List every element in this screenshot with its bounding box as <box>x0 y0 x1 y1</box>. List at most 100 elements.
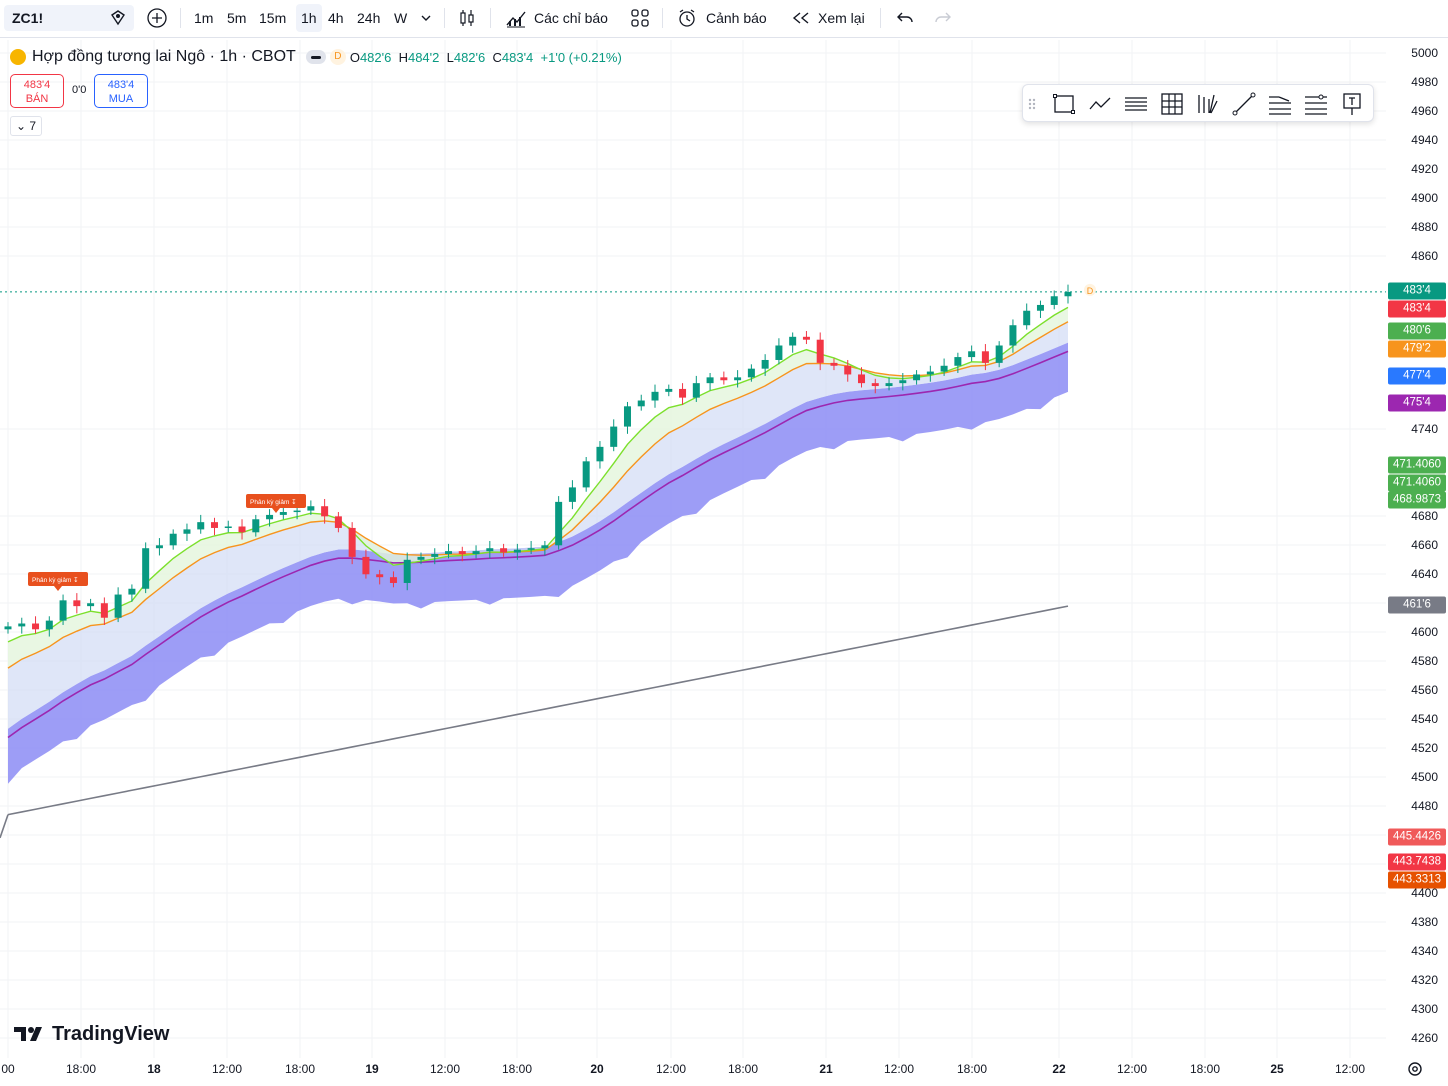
price-label-tag: 480'6 <box>1388 322 1446 340</box>
time-tick: 18:00 <box>65 1062 97 1076</box>
price-label-tag: 468.9873 <box>1388 491 1446 509</box>
candle <box>445 551 453 555</box>
fib-extension-icon[interactable] <box>1303 91 1329 117</box>
price-tick: 4640 <box>1411 567 1438 581</box>
rectangle-tool-icon[interactable] <box>1051 91 1077 117</box>
candle <box>293 510 301 513</box>
candle <box>197 522 205 530</box>
candle <box>155 545 163 549</box>
price-tick: 4740 <box>1411 422 1438 436</box>
time-tick: 19 <box>365 1062 379 1076</box>
price-note-icon[interactable] <box>1339 91 1365 117</box>
divergence-label-bg <box>28 572 88 586</box>
timeframe-4h[interactable]: 4h <box>328 10 344 26</box>
candles-icon[interactable] <box>456 0 478 36</box>
fib-retracement-icon[interactable] <box>1267 91 1293 117</box>
candle <box>87 603 95 607</box>
time-axis[interactable]: 00 18:00 18 12:00 18:00 19 12:00 18:00 20 12:00 18… <box>0 1058 1386 1086</box>
alarm-clock-icon <box>679 9 695 27</box>
eye-icon[interactable] <box>305 50 326 64</box>
compare-icon[interactable] <box>108 0 128 36</box>
timeframe-5m[interactable]: 5m <box>227 10 247 26</box>
price-axis[interactable]: 5000 4980 4960 4940 4920 4900 4880 4860 4740 4680… <box>1386 38 1448 1058</box>
path-tool-icon[interactable] <box>1087 91 1113 117</box>
candle <box>100 603 108 618</box>
sell-button[interactable]: 483'4 BÁN <box>10 74 64 108</box>
price-label-tag: 443.7438 <box>1388 853 1446 871</box>
trend-line-icon[interactable] <box>1231 91 1257 117</box>
candle <box>472 551 480 555</box>
timeframe-w[interactable]: W <box>394 10 408 26</box>
divergence-label-pointer <box>272 508 280 513</box>
redo-icon[interactable] <box>934 0 952 36</box>
gann-fan-icon[interactable] <box>1195 91 1221 117</box>
ma-gray-line-start <box>0 814 9 839</box>
indicators-icon <box>506 11 526 28</box>
grid-tool-icon[interactable] <box>1159 91 1185 117</box>
candle <box>885 383 893 387</box>
undo-icon[interactable] <box>896 0 914 36</box>
add-symbol-icon[interactable] <box>146 0 168 36</box>
price-tick: 4980 <box>1411 75 1438 89</box>
price-tick: 4300 <box>1411 1002 1438 1016</box>
gear-icon[interactable] <box>1406 1060 1424 1078</box>
time-tick: 18:00 <box>284 1062 316 1076</box>
indicators-button[interactable]: Các chỉ báo <box>504 0 608 36</box>
chevron-down-icon[interactable] <box>420 0 432 36</box>
candle <box>210 522 218 528</box>
candle <box>651 391 659 401</box>
candle <box>789 336 797 346</box>
candle <box>981 351 989 363</box>
candle <box>142 548 150 589</box>
price-tick: 4960 <box>1411 104 1438 118</box>
timeframe-24h[interactable]: 24h <box>357 10 381 26</box>
candle <box>252 519 260 533</box>
candle <box>665 388 673 392</box>
price-tick: 4600 <box>1411 625 1438 639</box>
candle <box>486 548 494 552</box>
timeframe-1h[interactable]: 1h <box>296 4 322 32</box>
price-chart[interactable]: D Phân kỳ giảm ↧ Phân kỳ giảm ↧ <box>0 38 1386 1058</box>
alert-button[interactable]: Cảnh báo <box>676 0 767 36</box>
time-tick: 18:00 <box>1189 1062 1221 1076</box>
candle <box>761 359 769 369</box>
timeframe-1m[interactable]: 1m <box>194 10 214 26</box>
chevron-down-icon: ⌄ <box>15 119 27 133</box>
candle <box>431 554 439 557</box>
symbol-search-input[interactable]: ZC1! <box>4 5 134 31</box>
candle <box>169 533 177 546</box>
candle <box>568 487 576 502</box>
timeframe-15m[interactable]: 15m <box>259 10 287 26</box>
candle <box>899 380 907 384</box>
candle <box>720 377 728 381</box>
price-tick: 4880 <box>1411 220 1438 234</box>
time-tick: 12:00 <box>211 1062 243 1076</box>
layouts-icon[interactable] <box>630 0 650 36</box>
candle <box>307 506 315 511</box>
delayed-data-label: D <box>1087 286 1094 296</box>
candle <box>679 388 687 398</box>
candle <box>266 514 274 520</box>
time-tick: 21 <box>819 1062 833 1076</box>
buy-button[interactable]: 483'4 MUA <box>94 74 148 108</box>
candle <box>334 516 342 528</box>
ema-orange-line <box>7 321 1069 669</box>
replay-button[interactable]: Xem lại <box>792 0 865 36</box>
candle <box>32 623 40 630</box>
chart-legend: Hợp đồng tương lai Ngô · 1h · CBOT D O48… <box>10 46 622 68</box>
candle <box>844 365 852 375</box>
candle <box>224 526 232 528</box>
collapse-indicators-button[interactable]: ⌄ 7 <box>10 116 42 136</box>
time-tick: 22 <box>1052 1062 1066 1076</box>
candle <box>734 377 742 381</box>
parallel-channel-icon[interactable] <box>1123 91 1149 117</box>
price-label-tag: 445.4426 <box>1388 828 1446 846</box>
time-tick: 12:00 <box>883 1062 915 1076</box>
candle <box>279 512 287 515</box>
candle <box>114 594 122 618</box>
drag-handle-icon[interactable] <box>1027 91 1037 117</box>
candle <box>45 620 53 630</box>
price-tick: 4900 <box>1411 191 1438 205</box>
candle <box>128 588 136 595</box>
coin-icon <box>10 49 26 65</box>
